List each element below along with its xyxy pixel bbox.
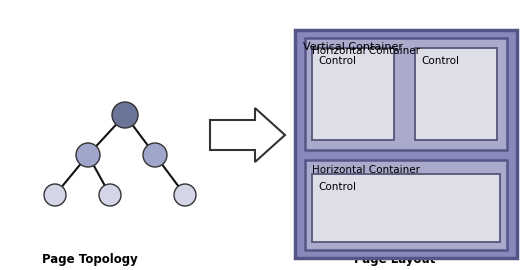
- Ellipse shape: [99, 184, 121, 206]
- Text: Vertical Container: Vertical Container: [303, 42, 403, 52]
- Ellipse shape: [174, 184, 196, 206]
- Text: Horizontal Container: Horizontal Container: [312, 165, 420, 175]
- Text: Control: Control: [318, 182, 356, 192]
- Text: Control: Control: [318, 56, 356, 66]
- Text: Page Topology: Page Topology: [42, 253, 138, 266]
- FancyBboxPatch shape: [295, 30, 517, 258]
- Ellipse shape: [76, 143, 100, 167]
- FancyBboxPatch shape: [312, 174, 500, 242]
- Text: Control: Control: [421, 56, 459, 66]
- FancyBboxPatch shape: [305, 160, 507, 250]
- FancyBboxPatch shape: [415, 48, 497, 140]
- FancyBboxPatch shape: [312, 48, 394, 140]
- Polygon shape: [210, 108, 285, 162]
- Ellipse shape: [44, 184, 66, 206]
- Text: Horizontal Container: Horizontal Container: [312, 46, 420, 56]
- FancyBboxPatch shape: [305, 38, 507, 150]
- Ellipse shape: [112, 102, 138, 128]
- Text: Page Layout: Page Layout: [355, 253, 436, 266]
- Ellipse shape: [143, 143, 167, 167]
